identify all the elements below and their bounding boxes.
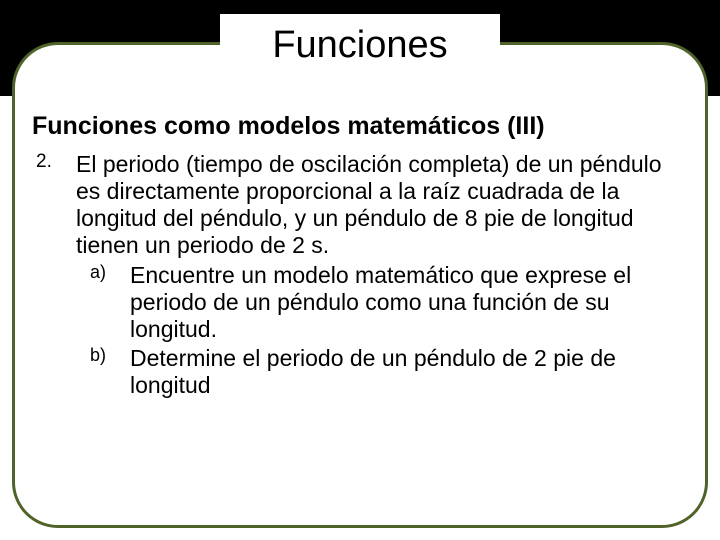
slide: Funciones Funciones como modelos matemát…	[0, 0, 720, 540]
list-item: 2. El periodo (tiempo de oscilación comp…	[32, 151, 692, 399]
sublist-label: a)	[76, 262, 130, 283]
list-item-body: El periodo (tiempo de oscilación complet…	[76, 151, 692, 399]
sublist-item: a) Encuentre un modelo matemático que ex…	[76, 262, 692, 343]
sublist-text: Determine el periodo de un péndulo de 2 …	[130, 345, 692, 399]
content-area: Funciones como modelos matemáticos (III)…	[32, 112, 692, 399]
list-item-text: El periodo (tiempo de oscilación complet…	[76, 151, 692, 260]
list-item-number: 2.	[32, 151, 76, 173]
sublist-text: Encuentre un modelo matemático que expre…	[130, 262, 692, 343]
slide-title: Funciones	[0, 24, 720, 67]
sublist-item: b) Determine el periodo de un péndulo de…	[76, 345, 692, 399]
sublist-label: b)	[76, 345, 130, 366]
section-subtitle: Funciones como modelos matemáticos (III)	[32, 112, 692, 141]
